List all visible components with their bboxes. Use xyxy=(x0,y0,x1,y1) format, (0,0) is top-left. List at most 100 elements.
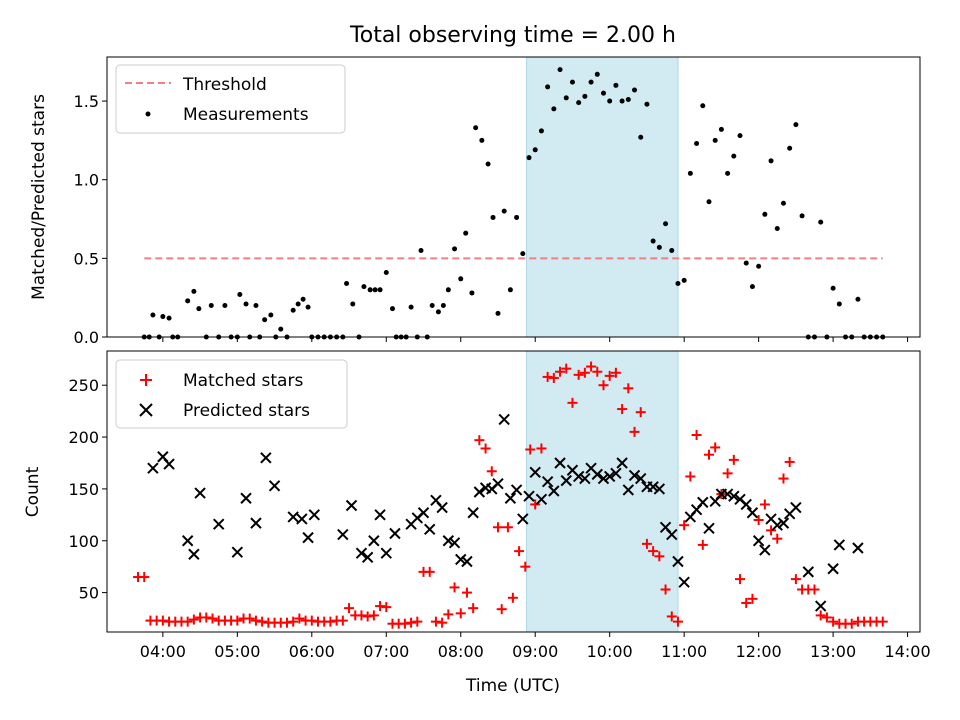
measurement-point xyxy=(569,79,575,85)
bottom-x-tick-label: 07:00 xyxy=(363,642,409,661)
predicted-star-marker xyxy=(672,555,684,568)
bottom-x-tick-label: 04:00 xyxy=(140,642,186,661)
measurement-point xyxy=(594,71,600,77)
predicted-star-marker xyxy=(473,486,486,498)
measurement-point xyxy=(632,87,638,93)
predicted-star-marker xyxy=(467,507,479,519)
predicted-star-marker xyxy=(610,467,622,480)
matched-star-marker xyxy=(728,454,739,465)
measurement-point xyxy=(268,312,274,318)
legend-measurements-label: Measurements xyxy=(183,105,309,125)
matched-star-marker xyxy=(356,610,367,621)
measurement-point xyxy=(389,306,395,312)
predicted-star-marker xyxy=(417,507,430,519)
measurement-point xyxy=(718,126,724,132)
predicted-star-marker xyxy=(597,472,610,485)
measurement-point xyxy=(780,200,786,206)
predicted-star-marker xyxy=(188,548,200,560)
matched-star-marker xyxy=(437,617,448,628)
predicted-star-marker xyxy=(833,539,846,551)
predicted-star-marker xyxy=(194,487,206,499)
bottom-x-tick-label: 10:00 xyxy=(587,642,633,661)
measurement-point xyxy=(222,303,228,309)
predicted-star-marker xyxy=(541,475,554,488)
measurement-point xyxy=(377,287,383,293)
predicted-star-marker xyxy=(436,501,448,514)
measurement-point xyxy=(675,281,681,287)
matched-star-marker xyxy=(759,499,770,510)
matched-star-marker xyxy=(412,616,423,627)
matched-star-marker xyxy=(828,616,839,627)
matched-star-marker xyxy=(648,546,659,557)
measurement-point xyxy=(185,298,191,304)
matched-star-marker xyxy=(561,363,572,374)
matched-star-marker xyxy=(337,615,348,626)
top-y-tick-label: 0.5 xyxy=(74,249,99,268)
measurement-point xyxy=(619,98,625,104)
predicted-star-marker xyxy=(181,535,194,547)
measurement-point xyxy=(551,106,557,112)
legend-predicted-swatch xyxy=(139,403,153,417)
matched-star-marker xyxy=(486,466,497,477)
measurement-point xyxy=(262,317,268,323)
matched-star-marker xyxy=(784,456,795,467)
bottom-x-tick-label: 12:00 xyxy=(736,642,782,661)
matched-star-marker xyxy=(496,604,507,615)
predicted-star-marker xyxy=(213,518,225,530)
measurement-point xyxy=(514,214,520,220)
matched-star-marker xyxy=(623,383,634,394)
bottom-y-tick-label: 100 xyxy=(68,532,99,551)
matched-star-marker xyxy=(703,449,714,460)
predicted-star-marker xyxy=(616,457,628,469)
matched-star-marker xyxy=(672,616,683,627)
predicted-star-marker xyxy=(622,484,635,496)
predicted-star-marker xyxy=(548,485,560,497)
predicted-star-marker xyxy=(852,542,864,554)
matched-star-marker xyxy=(555,366,566,377)
matched-star-marker xyxy=(520,561,531,572)
matched-star-marker xyxy=(461,587,472,598)
matched-star-marker xyxy=(406,617,417,628)
predicted-star-marker xyxy=(591,468,603,481)
predicted-star-marker xyxy=(380,547,392,559)
measurement-point xyxy=(818,219,824,225)
matched-star-marker xyxy=(250,615,261,626)
predicted-star-marker xyxy=(504,492,517,504)
matched-star-marker xyxy=(157,615,168,626)
bottom-legend-frame xyxy=(115,359,348,429)
predicted-star-marker xyxy=(554,457,566,469)
legend-matched-label: Matched stars xyxy=(183,371,303,391)
measurement-point xyxy=(485,161,491,167)
matched-star-marker xyxy=(846,618,857,629)
matched-star-marker xyxy=(232,615,243,626)
predicted-star-marker xyxy=(296,513,308,525)
matched-star-marker xyxy=(877,616,888,627)
predicted-star-marker xyxy=(389,527,401,540)
predicted-star-marker xyxy=(163,458,175,470)
measurement-point xyxy=(418,247,424,253)
measurement-point xyxy=(700,103,706,109)
matched-star-marker xyxy=(294,613,305,624)
predicted-star-marker xyxy=(759,544,771,556)
matched-star-marker xyxy=(586,361,597,372)
bottom-y-tick-label: 250 xyxy=(68,376,99,395)
measurement-point xyxy=(743,260,749,266)
measurement-point xyxy=(644,101,650,107)
measurement-point xyxy=(196,306,202,312)
measurement-point xyxy=(278,326,284,332)
measurement-point xyxy=(237,292,243,298)
measurement-point xyxy=(150,312,156,318)
bottom-x-tick-label: 06:00 xyxy=(289,642,335,661)
top-highlight-span xyxy=(526,56,679,338)
measurement-point xyxy=(669,247,675,253)
matched-star-marker xyxy=(536,443,547,454)
matched-star-marker xyxy=(629,426,640,437)
measurement-point xyxy=(787,145,793,151)
bottom-y-tick-label: 150 xyxy=(68,480,99,499)
matched-star-marker xyxy=(635,407,646,418)
predicted-star-marker xyxy=(746,507,759,519)
predicted-star-marker xyxy=(752,535,765,547)
bottom-x-tick-label: 08:00 xyxy=(438,642,484,661)
matched-star-marker xyxy=(772,533,783,544)
